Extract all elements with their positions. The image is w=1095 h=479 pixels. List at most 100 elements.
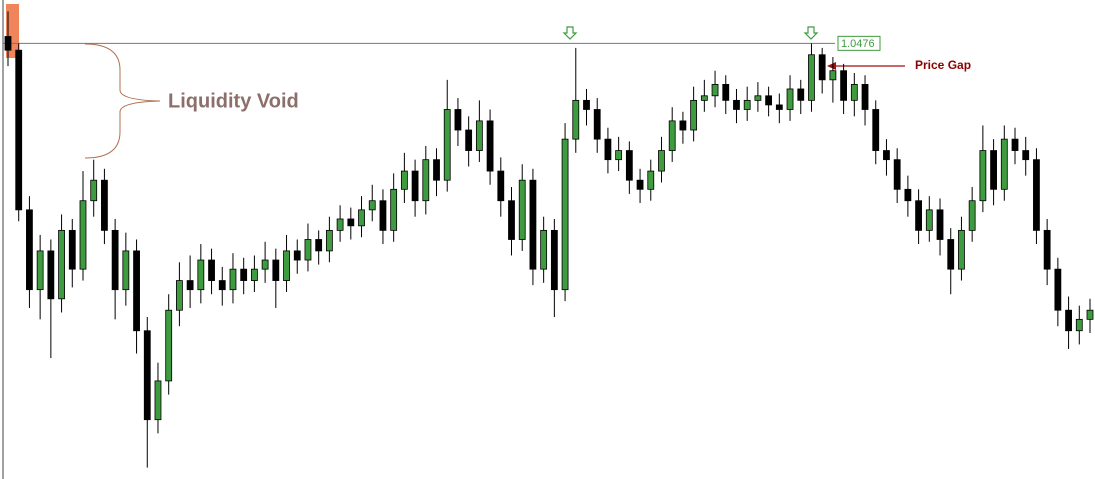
candle-body [690, 99, 698, 131]
candle-body [615, 150, 623, 161]
candle-body [101, 179, 108, 231]
candle-body [1033, 159, 1040, 231]
candle-body [336, 218, 344, 231]
candle-body [400, 170, 408, 190]
candle-body [765, 95, 773, 106]
candle-body [1022, 150, 1030, 161]
candle-body [90, 179, 98, 202]
candle-body [572, 99, 580, 140]
candle-body [26, 209, 33, 291]
candle-body [208, 259, 215, 281]
candle-body [625, 150, 633, 181]
candle-body [754, 95, 762, 101]
candle-body [411, 170, 419, 202]
candle-body [840, 70, 848, 101]
candle-body [518, 179, 526, 240]
candle-body [186, 280, 194, 291]
candle-body [58, 229, 65, 300]
candle-body [883, 150, 890, 161]
candle-body [893, 159, 901, 190]
candle-body [4, 36, 12, 51]
candle-body [143, 330, 151, 421]
candle-body [797, 88, 805, 101]
candle-body [915, 200, 922, 231]
candle-body [250, 268, 258, 281]
candle-body [700, 95, 708, 101]
candle-body [958, 229, 965, 270]
arrow-head [827, 62, 836, 70]
candle-body [786, 88, 794, 110]
candle-body [604, 138, 612, 161]
candle-body [818, 54, 826, 81]
price-label-box [837, 35, 881, 51]
candle-body [47, 250, 55, 300]
candle-body [936, 209, 944, 240]
candle-body [358, 209, 365, 227]
annotation: Price Gap [915, 58, 971, 72]
candle-body [711, 83, 719, 97]
candle-body [111, 229, 119, 291]
candle-body [540, 229, 548, 270]
candle-body [475, 120, 483, 151]
candle-body [904, 188, 912, 202]
candle-body [133, 250, 140, 332]
candle-body [283, 250, 290, 281]
candle-body [550, 229, 558, 291]
candle-body [122, 250, 130, 291]
candle-body [15, 49, 23, 211]
candle-body [347, 218, 355, 227]
candle-body [947, 239, 955, 270]
candle-body [176, 280, 183, 311]
candle-body [454, 109, 462, 131]
candle-body [508, 200, 515, 240]
candle-body [379, 200, 387, 231]
candle-body [658, 150, 665, 172]
arrow-markers [562, 26, 819, 40]
candle-body [465, 129, 473, 151]
candle-body [968, 200, 976, 231]
candle-body [850, 83, 858, 101]
candle-body [486, 120, 494, 172]
brace [84, 43, 161, 159]
candle-body [1011, 138, 1019, 151]
candle-body [583, 99, 590, 110]
candle-body [293, 250, 301, 261]
candle-body [1043, 229, 1051, 270]
candle-body [325, 229, 333, 252]
candle-body [679, 120, 687, 131]
candle-body [315, 239, 323, 252]
candle-body [561, 138, 569, 291]
candle-body [1065, 309, 1072, 332]
candle-body [979, 150, 987, 202]
candle-body [79, 200, 87, 270]
candle-body [808, 54, 815, 101]
candle-body [775, 104, 783, 110]
candle-body [668, 120, 676, 151]
candle-body [593, 109, 601, 140]
candle-body [1000, 138, 1008, 190]
candle-body [636, 179, 644, 190]
candle-body [154, 380, 162, 421]
candle-body [529, 179, 537, 270]
candle-body [229, 268, 237, 291]
candle-body [390, 188, 398, 231]
candle-body [304, 239, 312, 261]
candle-body [872, 109, 880, 151]
candle-body [1054, 268, 1062, 311]
candle-body [1086, 309, 1094, 320]
candle-body [925, 209, 933, 231]
candle-body [36, 250, 44, 291]
candle-body [165, 309, 173, 382]
candle-body [443, 109, 451, 181]
candle-body [272, 259, 280, 281]
candle-body [240, 268, 248, 281]
candle-body [743, 99, 751, 110]
annotation: Liquidity Void [168, 90, 299, 112]
candle-body [368, 200, 376, 211]
candle-body [733, 99, 740, 110]
candle-body [647, 170, 655, 190]
candle-body [497, 170, 505, 202]
candle-body [1075, 318, 1083, 332]
candle-body [433, 159, 440, 181]
candle-body [422, 159, 430, 202]
